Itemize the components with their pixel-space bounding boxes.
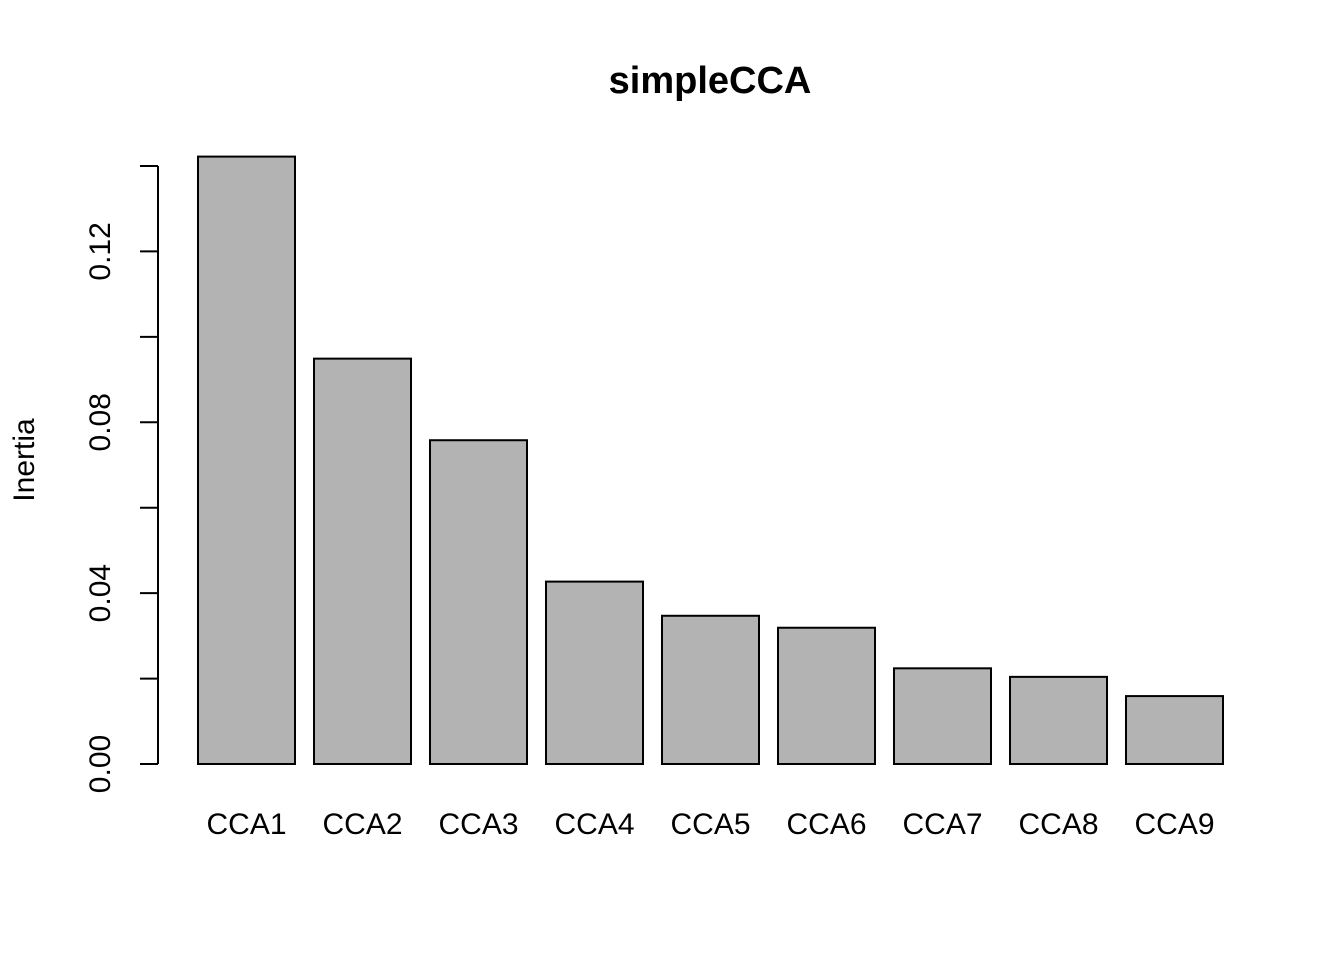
bar-cca7 [893,667,992,766]
bar-cca4 [545,580,644,765]
x-tick-label: CCA5 [670,808,750,841]
x-tick-label: CCA1 [206,808,286,841]
bar-cca8 [1009,675,1108,765]
bars [197,155,1224,766]
x-tick-label: CCA6 [786,808,866,841]
bar-cca9 [1125,695,1224,765]
x-tick-label: CCA2 [322,808,402,841]
x-tick-label: CCA7 [902,808,982,841]
chart-title: simpleCCA [609,60,812,102]
x-tick-label: CCA4 [554,808,634,841]
y-tick-label: 0.12 [84,222,117,280]
x-axis-labels: CCA1 CCA2 CCA3 CCA4 CCA5 CCA6 CCA7 CCA8 CCA9 [206,808,1214,841]
bar-cca1 [197,155,296,766]
x-tick-label: CCA3 [438,808,518,841]
y-tick-label: 0.00 [84,735,117,793]
bar-cca3 [429,439,528,765]
bar-cca6 [777,626,876,766]
x-tick-label: CCA9 [1134,808,1214,841]
bar-cca5 [661,614,760,765]
y-axis-label: Inertia [8,418,41,502]
y-axis: 0.00 0.04 0.08 0.12 [84,165,159,793]
x-tick-label: CCA8 [1018,808,1098,841]
y-tick-label: 0.08 [84,393,117,451]
bar-cca2 [313,357,412,765]
y-tick-label: 0.04 [84,564,117,622]
